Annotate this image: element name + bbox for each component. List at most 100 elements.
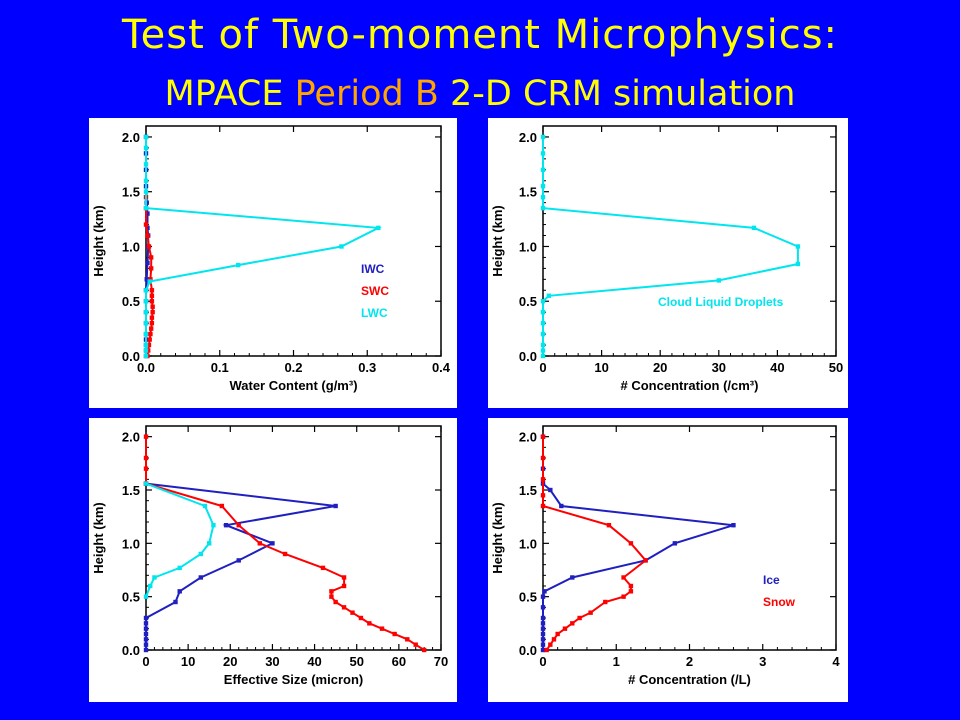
data-point xyxy=(588,610,593,615)
data-point xyxy=(143,626,149,631)
y-tick-label: 2.0 xyxy=(519,130,537,145)
data-point xyxy=(143,299,149,304)
slide-subtitle: MPACE Period B 2-D CRM simulation xyxy=(0,74,960,114)
data-point xyxy=(143,466,149,471)
data-point xyxy=(143,134,149,140)
data-point xyxy=(542,589,547,594)
data-point xyxy=(143,320,149,326)
data-point xyxy=(628,589,634,594)
data-point xyxy=(143,178,149,183)
x-tick-label: 60 xyxy=(392,654,406,669)
data-point xyxy=(143,594,149,599)
data-point xyxy=(143,642,149,647)
y-tick-label: 1.5 xyxy=(122,483,140,498)
x-tick-label: 0.4 xyxy=(432,360,451,375)
y-tick-label: 2.0 xyxy=(519,430,537,445)
x-axis-label: # Concentration (/cm³) xyxy=(621,378,759,393)
data-point xyxy=(146,342,152,348)
y-tick-label: 0.5 xyxy=(122,590,140,605)
data-point xyxy=(145,225,150,231)
x-tick-label: 3 xyxy=(759,654,766,669)
data-point xyxy=(202,503,208,509)
y-tick-label: 1.5 xyxy=(122,185,140,200)
x-tick-label: 20 xyxy=(653,360,667,375)
data-point xyxy=(143,637,149,642)
data-point xyxy=(148,266,154,271)
data-point xyxy=(795,244,801,249)
series-line-ice xyxy=(145,482,336,650)
data-point xyxy=(235,262,241,268)
y-axis-label: Height (km) xyxy=(490,205,505,277)
x-tick-label: 0.0 xyxy=(137,360,155,375)
plot-frame xyxy=(145,125,442,357)
data-point xyxy=(540,331,546,337)
x-tick-label: 1 xyxy=(613,654,620,669)
data-point xyxy=(149,320,155,326)
data-point xyxy=(145,233,150,238)
data-point xyxy=(211,523,216,528)
legend-entry: IWC xyxy=(361,262,385,276)
data-point xyxy=(540,647,546,653)
data-point xyxy=(540,205,546,211)
data-point xyxy=(540,134,546,140)
data-point xyxy=(143,205,149,211)
data-point xyxy=(544,647,549,653)
data-point xyxy=(405,637,410,642)
data-point xyxy=(540,353,546,359)
x-tick-label: 50 xyxy=(349,654,363,669)
y-tick-label: 1.0 xyxy=(519,536,537,551)
data-point xyxy=(341,605,347,610)
x-tick-label: 50 xyxy=(829,360,843,375)
data-point xyxy=(145,260,150,266)
data-point xyxy=(147,337,152,342)
y-tick-label: 0.0 xyxy=(122,643,140,658)
data-point xyxy=(540,434,546,439)
data-point xyxy=(143,309,149,315)
plot-frame xyxy=(145,425,442,651)
data-point xyxy=(621,575,626,580)
chart-water-content: 0.0 0.1 0.2 0.3 0.4 0.0 0.5 1.0 1.5 2.0 Water Cont… xyxy=(89,118,457,408)
data-point xyxy=(148,331,153,337)
data-point xyxy=(143,145,149,151)
data-point xyxy=(546,293,552,298)
data-point xyxy=(540,594,546,599)
y-tick-label: 2.0 xyxy=(122,130,140,145)
x-tick-label: 30 xyxy=(265,654,279,669)
data-point xyxy=(540,167,546,173)
data-point xyxy=(143,162,149,167)
y-tick-label: 1.0 xyxy=(122,536,140,551)
data-point xyxy=(540,299,546,304)
data-point xyxy=(143,189,149,194)
x-tick-label: 10 xyxy=(594,360,608,375)
x-tick-label: 0 xyxy=(142,654,149,669)
x-tick-label: 40 xyxy=(770,360,784,375)
data-point xyxy=(219,503,225,509)
data-point xyxy=(540,626,546,631)
data-point xyxy=(143,455,149,461)
x-tick-label: 0 xyxy=(539,654,546,669)
x-tick-label: 2 xyxy=(686,654,693,669)
chart-droplet-concentration: 0 10 20 30 40 50 0.0 0.5 1.0 1.5 2.0 # Concentratio… xyxy=(488,118,848,408)
data-point xyxy=(148,255,154,260)
x-tick-label: 70 xyxy=(434,654,448,669)
data-point xyxy=(144,277,149,282)
data-point xyxy=(150,304,155,309)
series-line-snow xyxy=(145,436,425,651)
x-tick-label: 30 xyxy=(712,360,726,375)
data-point xyxy=(540,621,546,626)
data-point xyxy=(367,621,372,626)
data-point xyxy=(643,558,648,563)
y-tick-label: 0.5 xyxy=(122,294,140,309)
data-point xyxy=(329,589,334,594)
data-point xyxy=(320,565,326,571)
chart-svg-1: 0 10 20 30 40 50 0.0 0.5 1.0 1.5 2.0 # Concentratio… xyxy=(490,125,843,393)
data-point xyxy=(413,642,418,647)
chart-svg-2: 0 10 20 30 40 50 60 70 0.0 0.5 1.0 1.5 2.0 Effective … xyxy=(91,425,448,687)
chart-svg-0: 0.0 0.1 0.2 0.3 0.4 0.0 0.5 1.0 1.5 2.0 Water Cont… xyxy=(91,125,451,393)
data-point xyxy=(540,605,546,610)
data-point xyxy=(540,151,546,156)
data-point xyxy=(152,575,157,580)
data-point xyxy=(540,342,546,348)
data-point xyxy=(143,288,149,293)
chart-svg-3: 0 1 2 3 4 0.0 0.5 1.0 1.5 2.0 # Concentration (/L)… xyxy=(490,425,840,687)
